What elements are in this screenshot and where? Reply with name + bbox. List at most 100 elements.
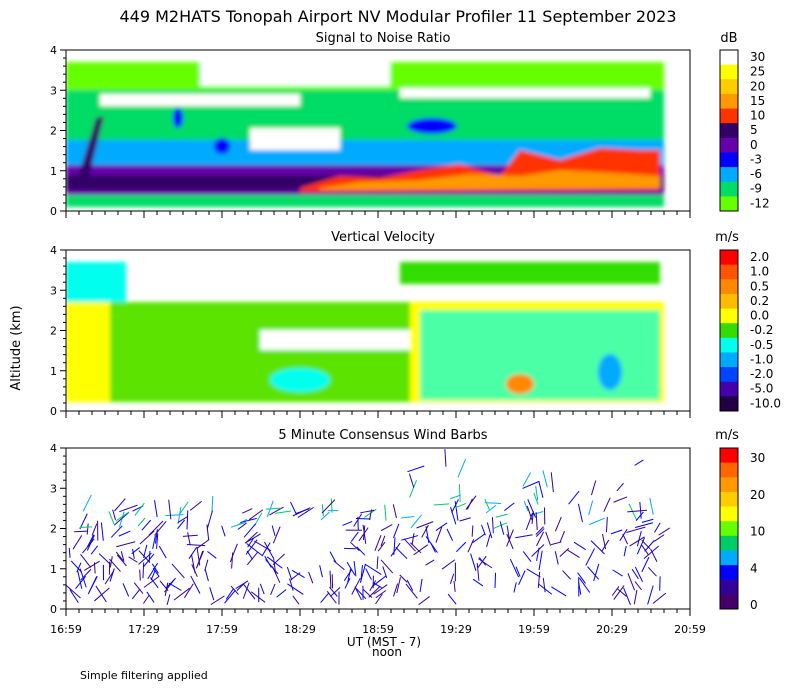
wind-barb [292,595,300,605]
wind-barb [66,584,81,599]
wind-barb [513,582,517,593]
wind-barb [94,587,110,602]
wind-barb [286,566,293,581]
wind-barb [641,544,649,556]
wind-barb [455,502,467,509]
wind-barb [265,507,281,510]
colorbar-label: 5 [750,123,758,137]
wind-barb [617,588,627,597]
wind-barb [538,583,553,595]
wind-barb [118,511,125,528]
wind-barb [191,564,198,578]
snr-gap-white-2 [250,128,340,150]
wind-barb [210,595,225,606]
wind-barb [375,593,383,605]
wind-barb [224,589,236,604]
wind-barb [634,566,644,582]
wind-barb [577,572,586,584]
wind-barb [184,583,194,599]
wind-barb [559,530,566,543]
colorbar-swatch [720,279,738,295]
wind-barb [168,499,172,520]
wind-barb [142,594,150,604]
wind-barb [266,556,283,569]
wind-barb [206,524,210,541]
wind-barb [421,525,429,538]
wind-barb [272,526,281,544]
wind-barb [377,541,386,552]
wind-barb [535,526,544,535]
wind-barb [459,517,471,522]
wind-barb [545,531,552,546]
wind-barb [186,510,189,530]
wind-barb [326,591,337,604]
vv-panel-title: Vertical Velocity [331,230,435,245]
wind-barb [319,565,323,578]
wind-barb [229,543,238,563]
wind-barb [329,587,341,598]
wind-barb [449,573,455,584]
wind-barb [236,582,246,591]
wind-barb [605,517,608,533]
wind-barb [146,591,155,603]
wind-barb [143,575,160,588]
wind-barb [411,533,415,545]
wind-barb [626,526,646,533]
wind-barb [399,574,408,583]
wind-barb [631,568,639,580]
wind-barb [408,473,415,488]
wind-barb [329,551,337,563]
wind-barb [231,552,234,569]
x-axis-sublabel: noon [372,645,402,659]
wind-barb [242,582,250,599]
colorbar-swatch [720,337,738,353]
wind-barb [451,499,459,513]
wind-barb [152,535,156,550]
wind-barb [380,524,393,532]
wind-barb [650,548,658,562]
colorbar-swatch [720,381,738,397]
wind-barb [610,529,623,535]
wind-barb [137,517,146,527]
wind-barb [579,577,591,593]
wind-barb [542,470,548,488]
wind-barb [393,523,400,539]
wind-barb [108,511,115,525]
colorbar-label: 10 [750,109,765,123]
snr-ascending-plume [78,116,104,180]
wind-barb [109,568,115,582]
wind-barb [478,557,487,566]
wind-barb [308,571,314,584]
y-tick-label: 2 [50,125,57,138]
wind-barb [362,589,373,598]
wind-barb [419,578,423,593]
wind-barb [141,519,152,531]
wind-barb [554,516,562,532]
colorbar-swatch [720,196,738,212]
wind-barb [116,541,136,548]
wind-barb [536,547,540,561]
colorbar-label: 2.0 [750,250,769,264]
wind-barb [240,517,257,523]
wind-barb [435,522,448,531]
wind-barb [100,522,104,541]
vv-colorbar-unit: m/s [715,230,739,245]
wind-barb [654,534,665,542]
colorbar-swatch [720,323,738,339]
wind-barb [369,509,373,521]
wind-barb [186,544,206,547]
colorbar-swatch [720,535,738,551]
wind-barb [593,563,600,582]
wind-barb [613,496,628,503]
vv-downdraft-blob-2 [270,368,330,392]
wind-barb [287,583,304,595]
wind-barb [506,529,514,547]
wind-barb [87,576,98,595]
wind-barb [79,513,88,530]
wind-barb [495,513,508,518]
colorbar-swatch [720,477,738,493]
wind-barb [406,579,414,591]
wind-barb [623,546,627,557]
wind-barb [272,557,277,575]
